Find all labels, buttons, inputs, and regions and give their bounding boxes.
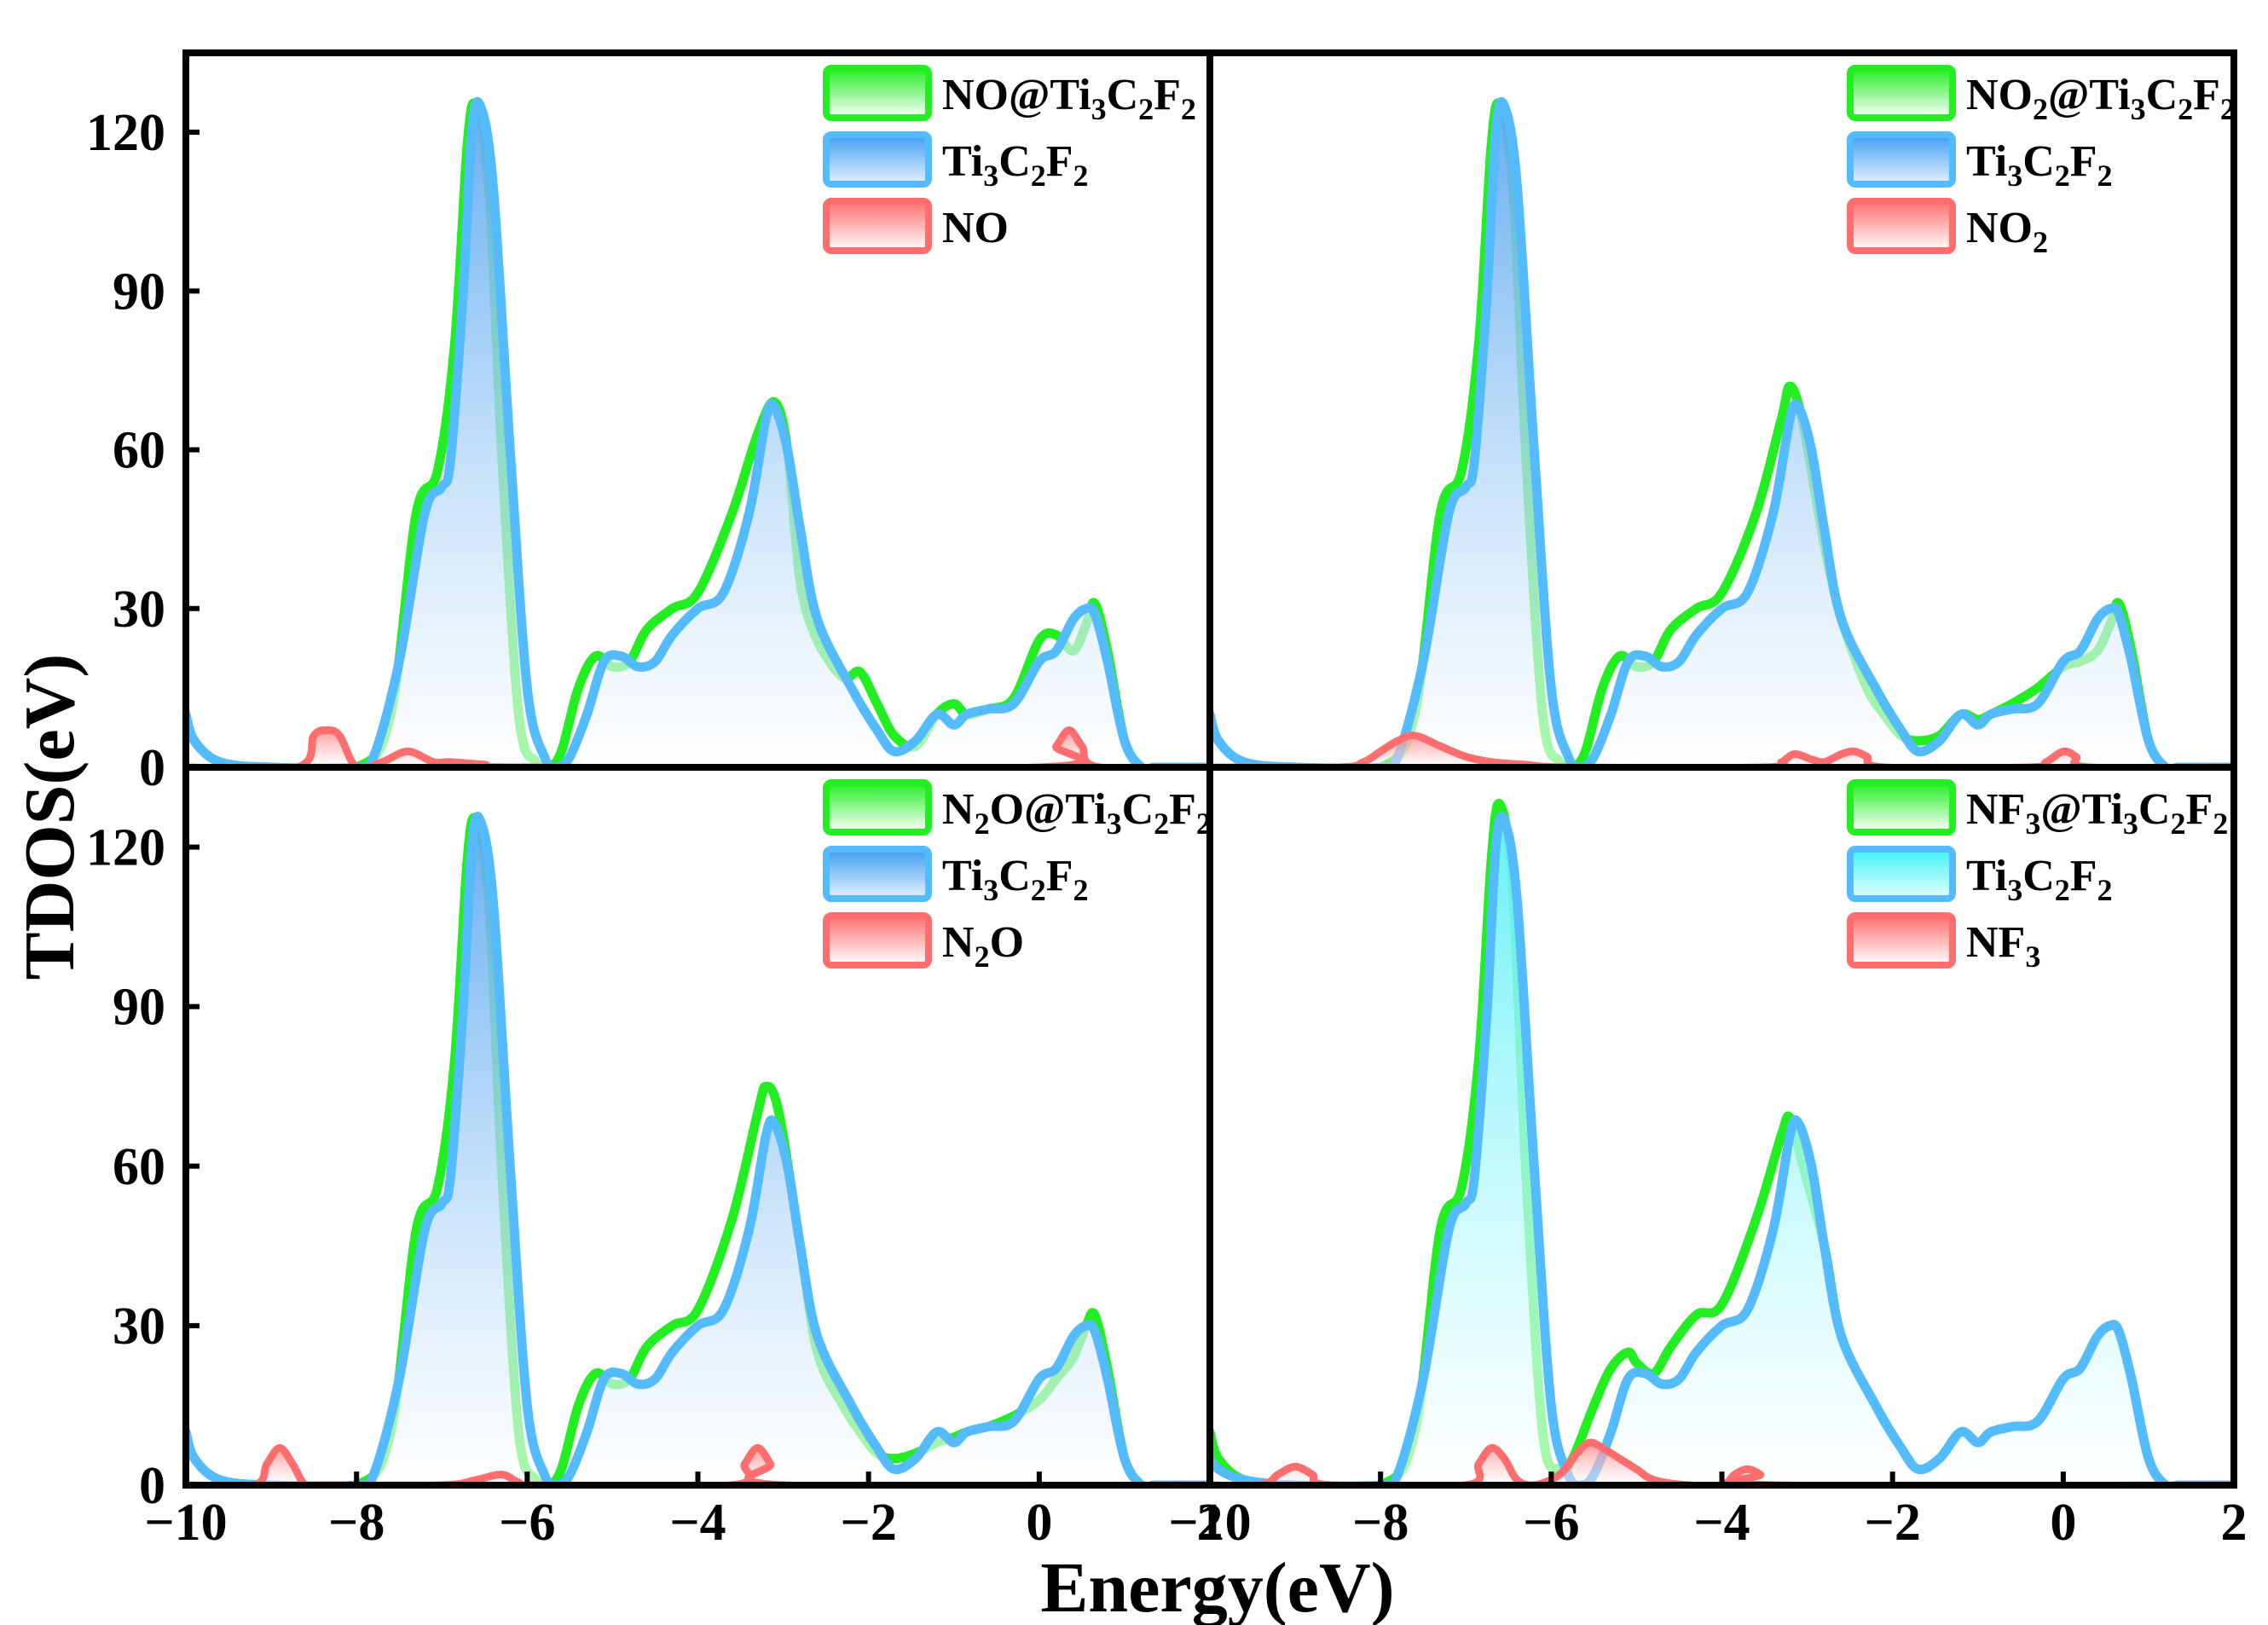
y-tick-label: 90 bbox=[113, 263, 165, 321]
panel-top-right: NO2@Ti3C2F2 Ti3C2F2 NO2 bbox=[1206, 49, 2237, 771]
x-tick-label: −8 bbox=[1352, 1494, 1409, 1552]
legend-swatch bbox=[1847, 912, 1956, 969]
legend-swatch bbox=[1847, 846, 1956, 902]
legend-swatch bbox=[823, 846, 932, 902]
panel-bottom-right: −10 −8 −6 −4 −2 0 2 NF3@Ti3C2F2 Ti3C2F2 NF3 bbox=[1168, 764, 2248, 1552]
plot-area bbox=[186, 96, 1210, 767]
series-line-Ti3C2F2 bbox=[186, 812, 1210, 1485]
legend-swatch bbox=[1847, 65, 1956, 121]
x-tick-label: −4 bbox=[1693, 1494, 1750, 1552]
legend-label: NF3@Ti3C2F2 bbox=[1966, 785, 2228, 841]
series-line-Ti3C2F2 bbox=[1210, 812, 2234, 1485]
legend-label: NF3 bbox=[1966, 918, 2040, 974]
y-tick-label: 60 bbox=[113, 422, 165, 480]
legend-label: Ti3C2F2 bbox=[1966, 852, 2113, 907]
x-tick-label: −2 bbox=[1864, 1494, 1920, 1552]
x-tick-label: −8 bbox=[328, 1494, 385, 1552]
legend-label: NO bbox=[942, 204, 1009, 252]
legend-label: N2O bbox=[942, 918, 1024, 974]
y-tick-label: 30 bbox=[113, 581, 165, 639]
legend-swatch bbox=[823, 912, 932, 969]
x-tick-label: 2 bbox=[1197, 1494, 1224, 1552]
x-tick-label: −10 bbox=[144, 1494, 227, 1552]
legend-swatch bbox=[823, 779, 932, 836]
y-tick-label: 120 bbox=[86, 104, 165, 162]
panel-bottom-left: 0 30 60 90 120 −10 −8 −6 −4 −2 0 2 N2O@Ti3C2F2 Ti3C2F… bbox=[86, 764, 1224, 1552]
legend-label: NO@Ti3C2F2 bbox=[942, 71, 1196, 126]
legend-label: Ti3C2F2 bbox=[942, 137, 1089, 193]
legend-swatch bbox=[1847, 131, 1956, 188]
x-tick-label: −10 bbox=[1168, 1494, 1251, 1552]
legend-label: Ti3C2F2 bbox=[942, 852, 1089, 907]
x-tick-label: −4 bbox=[669, 1494, 726, 1552]
legend-swatch bbox=[823, 65, 932, 121]
x-tick-label: −6 bbox=[1523, 1494, 1579, 1552]
series-line-NO2 bbox=[1210, 732, 2234, 767]
series-area-N2O bbox=[186, 1448, 1210, 1485]
series-area-Ti3C2F2 bbox=[1210, 101, 2234, 767]
legend-label: NO2 bbox=[1966, 204, 2048, 259]
series-line-Ti3C2F2 bbox=[186, 96, 1210, 767]
plot-area bbox=[1210, 799, 2234, 1485]
y-tick-label: 120 bbox=[86, 819, 165, 877]
x-tick-label: −2 bbox=[840, 1494, 896, 1552]
y-tick-label: 60 bbox=[113, 1138, 165, 1196]
series-line-Ti3C2F2 bbox=[1210, 96, 2234, 767]
y-tick-label: 0 bbox=[139, 739, 165, 797]
panels-layer: 0 30 60 90 120 NO@Ti3C2F2 Ti3C2F2 NO NO2@Ti3C2F2… bbox=[86, 49, 2248, 1552]
legend-label: Ti3C2F2 bbox=[1966, 137, 2113, 193]
x-tick-label: −6 bbox=[499, 1494, 555, 1552]
legend-swatch bbox=[823, 131, 932, 188]
legend-swatch bbox=[1847, 198, 1956, 254]
series-line-NO@Ti3C2F2 bbox=[186, 98, 1210, 767]
series-area-Ti3C2F2 bbox=[1210, 816, 2234, 1485]
y-tick-label: 30 bbox=[113, 1298, 165, 1356]
legend-swatch bbox=[1847, 779, 1956, 836]
series-area-Ti3C2F2 bbox=[186, 101, 1210, 767]
series-area-Ti3C2F2 bbox=[186, 816, 1210, 1485]
y-tick-label: 90 bbox=[113, 979, 165, 1037]
legend-label: N2O@Ti3C2F2 bbox=[942, 785, 1212, 841]
plot-area bbox=[186, 812, 1210, 1485]
y-tick-label: 0 bbox=[139, 1457, 165, 1515]
legend-swatch bbox=[823, 198, 932, 254]
y-axis-title: TDOS(eV) bbox=[10, 654, 90, 980]
plot-area bbox=[1210, 96, 2234, 767]
x-axis-title: Energy(eV) bbox=[1040, 1548, 1394, 1625]
x-tick-label: 0 bbox=[2050, 1494, 2076, 1552]
x-tick-label: 0 bbox=[1026, 1494, 1052, 1552]
panel-top-left: 0 30 60 90 120 NO@Ti3C2F2 Ti3C2F2 NO bbox=[86, 49, 1213, 797]
x-tick-label: 2 bbox=[2221, 1494, 2248, 1552]
legend-label: NO2@Ti3C2F2 bbox=[1966, 71, 2236, 126]
